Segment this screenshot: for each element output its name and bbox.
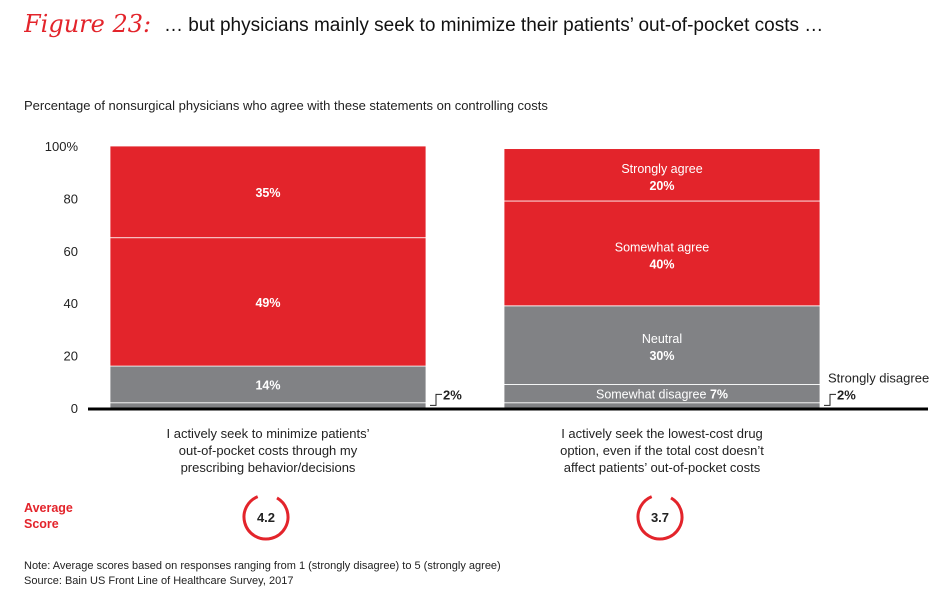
footnote: Note: Average scores based on responses …	[24, 560, 501, 572]
segment-series-name: Somewhat disagree	[596, 388, 710, 402]
bar-segment	[503, 200, 821, 307]
stacked-bar-chart: 100% 80 60 40 20 0 2% 14% 49% 35% 2% Strongly disag…	[45, 139, 929, 475]
y-tick-label: 40	[64, 296, 78, 311]
data-label: 14%	[255, 378, 280, 392]
y-tick-label: 100%	[45, 139, 79, 154]
bar-segment	[503, 402, 821, 409]
category-label: affect patients’ out-of-pocket costs	[564, 460, 761, 475]
callout-line	[430, 393, 442, 406]
bar-segment	[503, 148, 821, 202]
segment-series-label: Strongly agree	[621, 162, 702, 176]
average-score-title-line1: Average	[24, 501, 73, 515]
bar-segment	[109, 402, 427, 409]
score-ring	[636, 493, 684, 541]
average-score-value: 3.7	[651, 510, 669, 525]
data-label: 20%	[649, 179, 674, 193]
data-label: 40%	[649, 257, 674, 271]
bar-segment	[503, 305, 821, 385]
category-label: prescribing behavior/decisions	[181, 460, 356, 475]
score-ring	[242, 493, 290, 541]
figure-label: Figure 23:	[24, 10, 151, 38]
data-label: 35%	[255, 186, 280, 200]
average-scores: 4.2 3.7	[242, 493, 684, 541]
y-tick-label: 80	[64, 191, 78, 206]
category-label: out-of-pocket costs through my	[179, 443, 358, 458]
segment-series-label: Neutral	[642, 332, 682, 346]
category-label: I actively seek to minimize patients’	[166, 426, 369, 441]
bar-segment	[109, 365, 427, 404]
y-tick-label: 0	[71, 401, 78, 416]
average-score-title-line2: Score	[24, 517, 59, 531]
data-label: 30%	[649, 349, 674, 363]
chart-subtitle: Percentage of nonsurgical physicians who…	[24, 98, 548, 113]
category-label: option, even if the total cost doesn’t	[560, 443, 764, 458]
bar-segment	[109, 237, 427, 367]
bar-segment	[109, 145, 427, 239]
segment-series-label: Strongly disagree	[828, 370, 929, 385]
y-tick-label: 60	[64, 244, 78, 259]
data-label: 7%	[710, 388, 728, 402]
segment-series-label: Somewhat agree	[615, 240, 710, 254]
data-label: 2%	[837, 387, 856, 402]
data-label: 2%	[443, 387, 462, 402]
average-score-value: 4.2	[257, 510, 275, 525]
y-tick-label: 20	[64, 349, 78, 364]
average-score-title: Average Score	[24, 500, 73, 532]
source-note: Source: Bain US Front Line of Healthcare…	[24, 575, 294, 587]
callout-line	[824, 393, 836, 406]
figure-title: Figure 23: … but physicians mainly seek …	[24, 10, 823, 38]
figure-headline: … but physicians mainly seek to minimize…	[164, 15, 823, 36]
data-label: 49%	[255, 296, 280, 310]
segment-series-label: Somewhat disagree 7%	[596, 388, 728, 402]
category-label: I actively seek the lowest-cost drug	[561, 426, 763, 441]
